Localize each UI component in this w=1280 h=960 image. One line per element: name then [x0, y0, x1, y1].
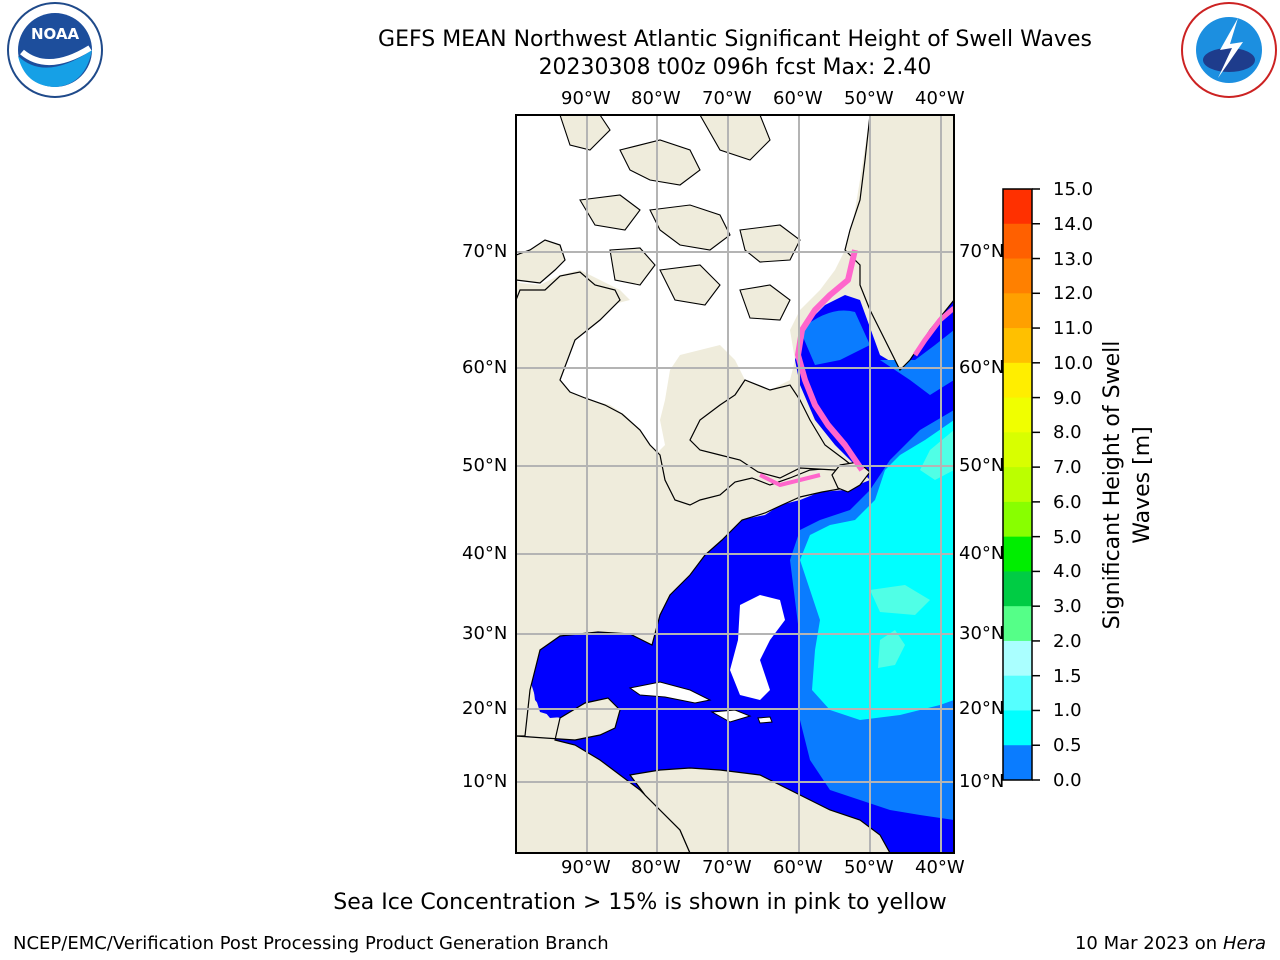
caribbean-sea: [600, 700, 800, 790]
colorbar-tick-label: 1.5: [1053, 666, 1082, 687]
gulf-of-mexico: [530, 637, 652, 718]
producer-credit: NCEP/EMC/Verification Post Processing Pr…: [13, 933, 609, 954]
lat-label-left: 50°N: [462, 455, 508, 476]
colorbar-segment: [1003, 293, 1032, 329]
colorbar-segment: [1003, 710, 1032, 746]
colorbar-tick-label: 1.0: [1053, 700, 1082, 721]
lon-label-top: 80°W: [631, 88, 681, 109]
colorbar-tick-label: 4.0: [1053, 561, 1082, 582]
colorbar-segment: [1003, 189, 1032, 225]
lat-label-right: 30°N: [959, 623, 1005, 644]
colorbar-segment: [1003, 397, 1032, 433]
colorbar-title: Significant Height of Swell Waves [m]: [1100, 340, 1155, 630]
colorbar-segment: [1003, 536, 1032, 572]
colorbar-tick-label: 3.0: [1053, 596, 1082, 617]
ocean-mid-swell-east: [880, 330, 954, 395]
colorbar-segment: [1003, 362, 1032, 399]
colorbar-segment: [1003, 745, 1032, 781]
lon-label-top: 50°W: [844, 88, 894, 109]
colorbar-segment: [1003, 606, 1032, 642]
colorbar-segment: [1003, 501, 1032, 538]
lat-label-right: 50°N: [959, 455, 1005, 476]
colorbar-segment: [1003, 467, 1032, 503]
colorbar-segment: [1003, 571, 1032, 607]
colorbar-segment: [1003, 675, 1032, 711]
lat-label-left: 20°N: [462, 698, 508, 719]
arctic-islands-outline: [559, 115, 801, 321]
map-plot: [516, 115, 954, 853]
lon-label-bottom: 40°W: [915, 857, 965, 878]
south-america-land: [628, 767, 891, 853]
map-frame: [515, 114, 955, 854]
colorbar-tick-label: 0.0: [1053, 770, 1082, 791]
colorbar-tick-label: 7.0: [1053, 457, 1082, 478]
colorbar-tick-label: 15.0: [1053, 179, 1094, 200]
run-date: 10 Mar 2023 on Hera: [1075, 933, 1266, 954]
colorbar-tick-label: 8.0: [1053, 422, 1082, 443]
graticule: [516, 115, 954, 853]
colorbar-tick-label: 11.0: [1053, 318, 1094, 339]
puerto-rico-island: [757, 716, 773, 724]
colorbar-tick-label: 5.0: [1053, 527, 1082, 548]
ocean-highest-swell-3: [870, 585, 930, 615]
colorbar-tick-label: 0.5: [1053, 735, 1082, 756]
north-america-land: [516, 239, 851, 737]
lat-label-left: 30°N: [462, 623, 508, 644]
lat-label-right: 20°N: [959, 698, 1005, 719]
colorbar-tick-label: 13.0: [1053, 249, 1094, 270]
lat-label-left: 70°N: [462, 241, 508, 262]
colorbar-tick-label: 6.0: [1053, 492, 1082, 513]
lon-label-bottom: 90°W: [561, 857, 611, 878]
ocean-highest-swell-2: [878, 630, 905, 668]
colorbar-segment: [1003, 640, 1032, 677]
sea-ice-caption: Sea Ice Concentration > 15% is shown in …: [333, 890, 947, 915]
sea-ice-edge-gulf-stlawrence: [759, 473, 821, 488]
plot-title: GEFS MEAN Northwest Atlantic Significant…: [378, 27, 1092, 52]
lon-label-bottom: 80°W: [631, 857, 681, 878]
noaa-logo: NOAA: [7, 2, 103, 98]
ocean-highest-swell: [920, 430, 954, 480]
colorbar-segment: [1003, 328, 1032, 364]
colorbar-segment: [1003, 223, 1032, 260]
bahamas-white-area: [730, 595, 785, 700]
lat-label-left: 10°N: [462, 771, 508, 792]
colorbar-tick-label: 10.0: [1053, 353, 1094, 374]
lat-label-right: 40°N: [959, 543, 1005, 564]
labrador-land: [689, 379, 862, 479]
colorbar: [1002, 188, 1040, 781]
lat-label-left: 40°N: [462, 543, 508, 564]
colorbar-tick-label: 9.0: [1053, 388, 1082, 409]
run-date-text: 10 Mar 2023 on: [1074, 933, 1218, 954]
colorbar-segment: [1003, 432, 1032, 468]
sea-ice-edge-greenland: [912, 306, 954, 357]
lat-label-right: 10°N: [959, 771, 1005, 792]
noaa-logo-text: NOAA: [31, 25, 80, 43]
lon-label-bottom: 70°W: [702, 857, 752, 878]
host-name: Hera: [1222, 933, 1266, 954]
lat-label-left: 60°N: [462, 357, 508, 378]
colorbar-tick-label: 14.0: [1053, 214, 1094, 235]
colorbar-frame: [1002, 188, 1033, 781]
lon-label-bottom: 60°W: [773, 857, 823, 878]
national-weather-service-logo: [1181, 2, 1277, 98]
ocean-mid-swell-north: [800, 310, 870, 365]
colorbar-segment: [1003, 258, 1032, 294]
cuba-island: [628, 681, 712, 704]
lon-label-top: 90°W: [561, 88, 611, 109]
lon-label-top: 40°W: [915, 88, 965, 109]
plot-subtitle: 20230308 t00z 096h fcst Max: 2.40: [538, 55, 932, 80]
colorbar-tick-label: 2.0: [1053, 631, 1082, 652]
colorbar-tick-label: 12.0: [1053, 283, 1094, 304]
lat-label-right: 60°N: [959, 357, 1005, 378]
lat-label-right: 70°N: [959, 241, 1005, 262]
lon-label-top: 60°W: [773, 88, 823, 109]
lon-label-bottom: 50°W: [844, 857, 894, 878]
ocean-high-swell: [800, 420, 954, 720]
lon-label-top: 70°W: [702, 88, 752, 109]
